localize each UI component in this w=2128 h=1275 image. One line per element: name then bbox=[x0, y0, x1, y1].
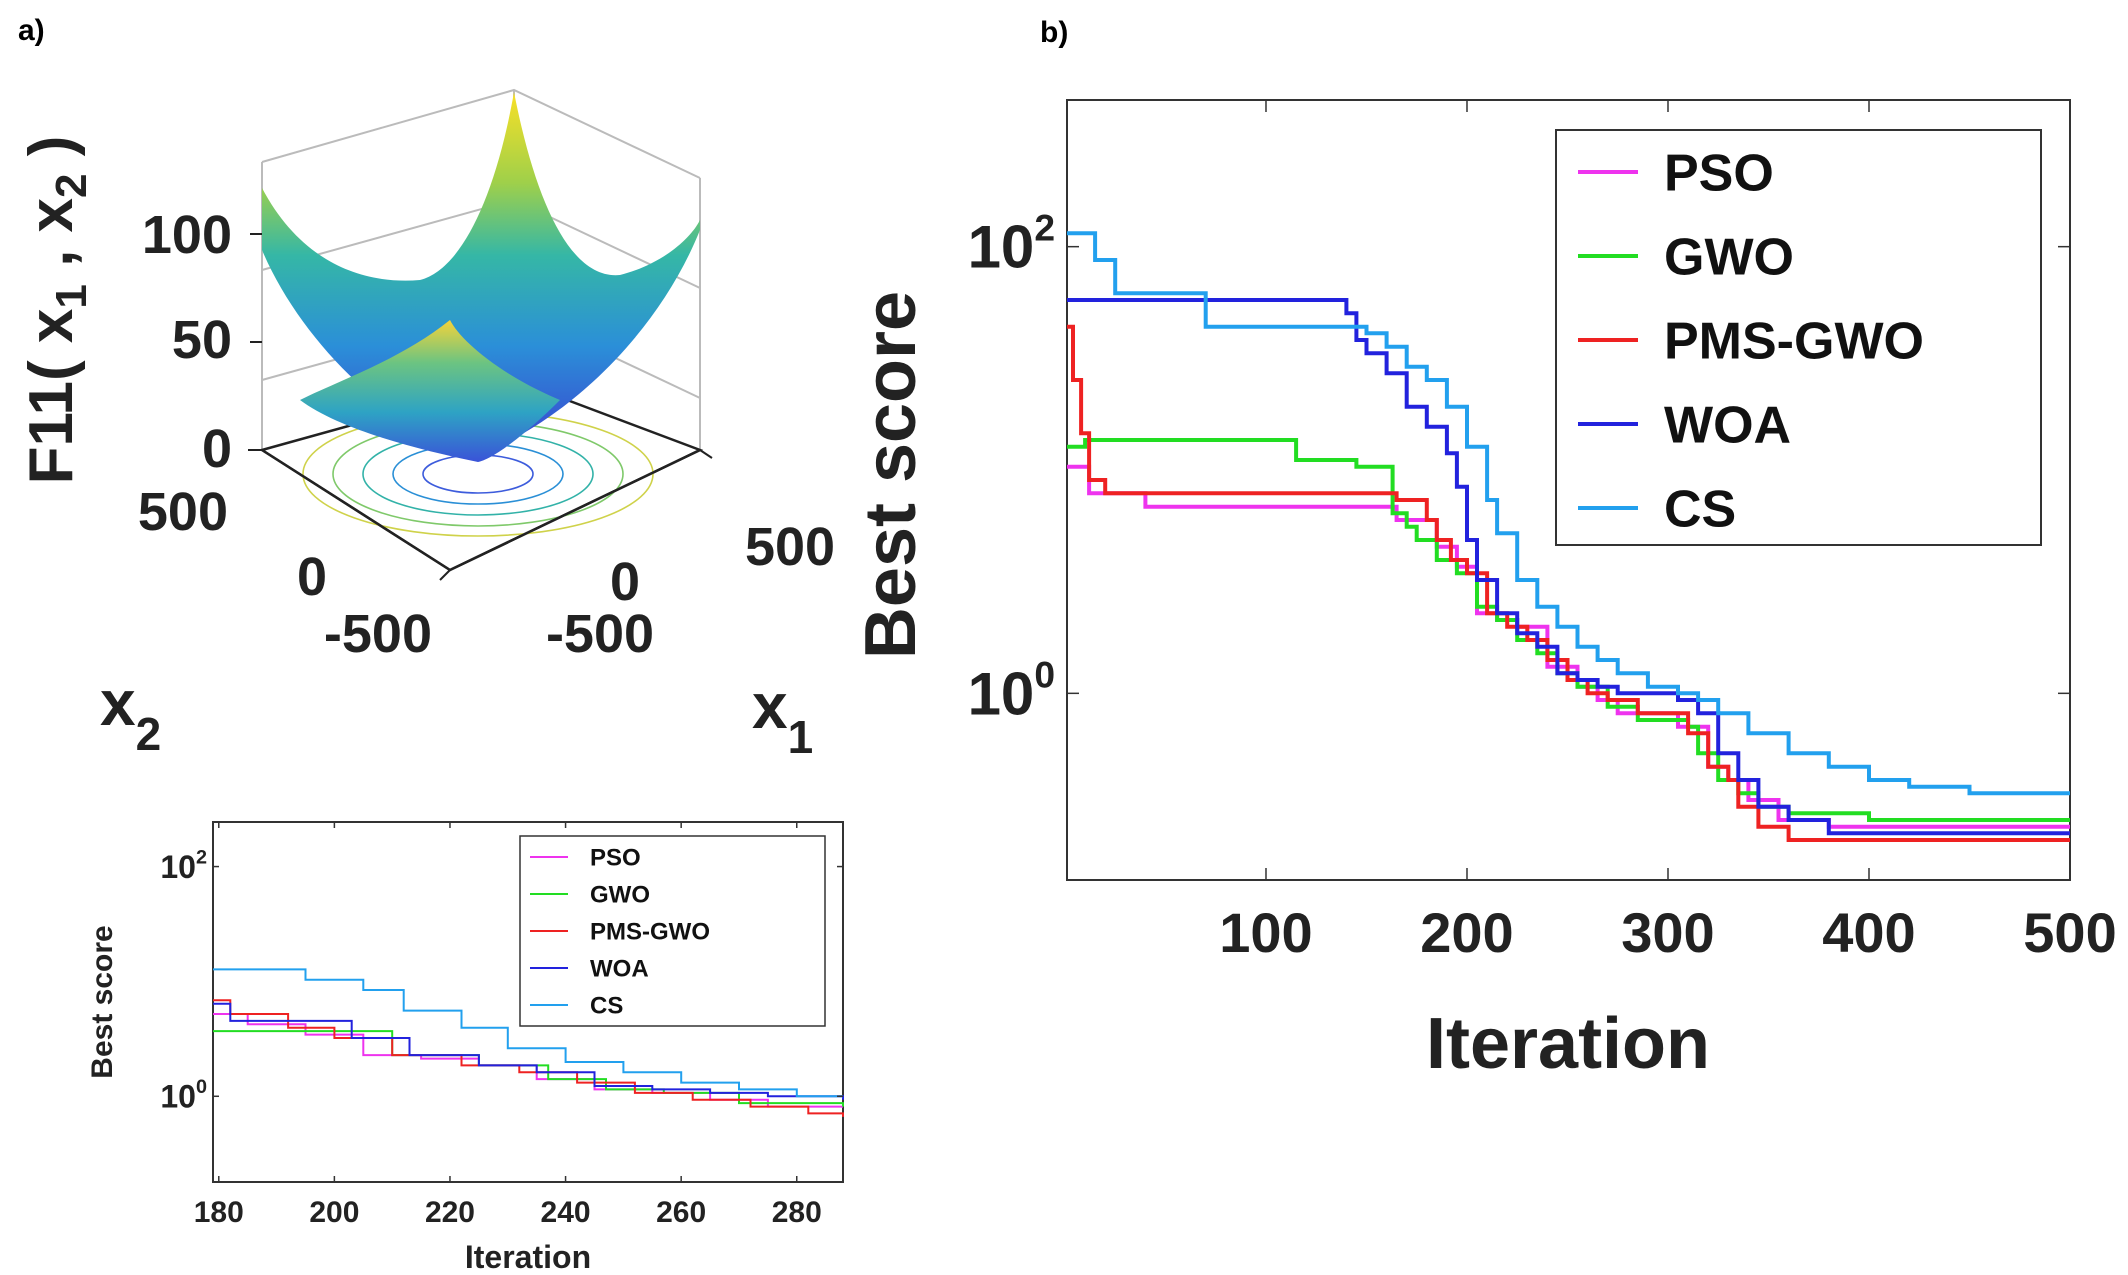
y-tick-label: 102 bbox=[968, 207, 1055, 281]
legend-label-cs: CS bbox=[1664, 481, 1736, 539]
series-line-cs bbox=[1067, 231, 2070, 796]
x1-tick-neg500: -500 bbox=[546, 604, 654, 664]
main-chart: 100 200 300 400 500 102 100 Iteration Best sc… bbox=[851, 99, 2117, 1084]
legend-label-pms-gwo: PMS-GWO bbox=[1664, 313, 1924, 371]
series-line-cs bbox=[213, 968, 843, 1098]
z-tick-50: 50 bbox=[172, 310, 232, 370]
inset-x-ticks: 180 200 220 240 260 280 bbox=[194, 822, 822, 1229]
x-tick-label: 300 bbox=[1621, 901, 1714, 964]
surface-back bbox=[262, 92, 700, 455]
inset-y-axis-label: Best score bbox=[86, 925, 119, 1078]
surface-plot: 0 50 100 500 0 -500 -500 0 500 F11( x1 ,… bbox=[17, 88, 835, 763]
inset-x-axis-label: Iteration bbox=[465, 1239, 591, 1275]
main-y-axis-label: Best score bbox=[851, 291, 931, 659]
series-line-pms-gwo bbox=[213, 999, 844, 1117]
x-tick-label: 400 bbox=[1822, 901, 1915, 964]
x2-tick-0: 0 bbox=[297, 547, 327, 607]
legend-label-pso: PSO bbox=[590, 845, 641, 872]
x-tick-label: 100 bbox=[1219, 901, 1312, 964]
x-tick-label: 500 bbox=[2023, 901, 2116, 964]
x-tick-label: 180 bbox=[194, 1196, 244, 1229]
series-line-woa bbox=[213, 1002, 844, 1100]
surface-front bbox=[300, 320, 560, 462]
surface-x1-label: x1 bbox=[752, 670, 813, 763]
x-tick-label: 240 bbox=[541, 1196, 591, 1229]
legend-label-woa: WOA bbox=[1664, 397, 1791, 455]
x2-tick-neg500: -500 bbox=[324, 604, 432, 664]
legend-label-pso: PSO bbox=[1664, 145, 1774, 203]
legend-label-cs: CS bbox=[590, 993, 623, 1020]
inset-legend: PSO GWO PMS-GWO WOA CS bbox=[530, 845, 710, 1020]
inset-y-ticks: 102 100 bbox=[160, 846, 843, 1114]
x1-tick-500: 500 bbox=[745, 517, 835, 577]
inset-series-group bbox=[213, 968, 844, 1117]
inset-legend-box bbox=[519, 835, 826, 1027]
panel-a-label: a) bbox=[18, 14, 45, 47]
legend-label-gwo: GWO bbox=[1664, 229, 1794, 287]
z-tick-100: 100 bbox=[142, 205, 232, 265]
x-tick-label: 220 bbox=[425, 1196, 475, 1229]
main-y-ticks: 102 100 bbox=[968, 207, 2070, 727]
main-x-axis-label: Iteration bbox=[1426, 1004, 1710, 1084]
surface-ticks bbox=[248, 233, 713, 581]
surface-z-label: F11( x1 , x2 ) bbox=[17, 136, 96, 485]
panel-b-label: b) bbox=[1040, 16, 1068, 49]
z-tick-0: 0 bbox=[202, 419, 232, 479]
legend-label-gwo: GWO bbox=[590, 882, 650, 909]
x-tick-label: 280 bbox=[772, 1196, 822, 1229]
inset-chart: 180 200 220 240 260 280 102 100 Iteration Best… bbox=[86, 821, 844, 1275]
series-line-pms-gwo bbox=[1067, 324, 2070, 842]
legend-label-woa: WOA bbox=[590, 956, 649, 983]
main-legend: PSO GWO PMS-GWO WOA CS bbox=[1578, 145, 1924, 539]
y-tick-label: 102 bbox=[160, 846, 207, 884]
legend-label-pms-gwo: PMS-GWO bbox=[590, 919, 710, 946]
main-x-ticks: 100 200 300 400 500 bbox=[1219, 100, 2117, 964]
x-tick-label: 200 bbox=[309, 1196, 359, 1229]
main-series-group bbox=[1067, 231, 2070, 842]
x2-tick-500: 500 bbox=[138, 482, 228, 542]
y-tick-label: 100 bbox=[160, 1076, 207, 1114]
series-line-woa bbox=[1067, 298, 2070, 836]
x-tick-label: 260 bbox=[656, 1196, 706, 1229]
surface-x2-label: x2 bbox=[100, 667, 161, 760]
x1-tick-0: 0 bbox=[610, 552, 640, 612]
x-tick-label: 200 bbox=[1420, 901, 1513, 964]
main-legend-box bbox=[1555, 129, 2042, 546]
y-tick-label: 100 bbox=[968, 653, 1055, 727]
